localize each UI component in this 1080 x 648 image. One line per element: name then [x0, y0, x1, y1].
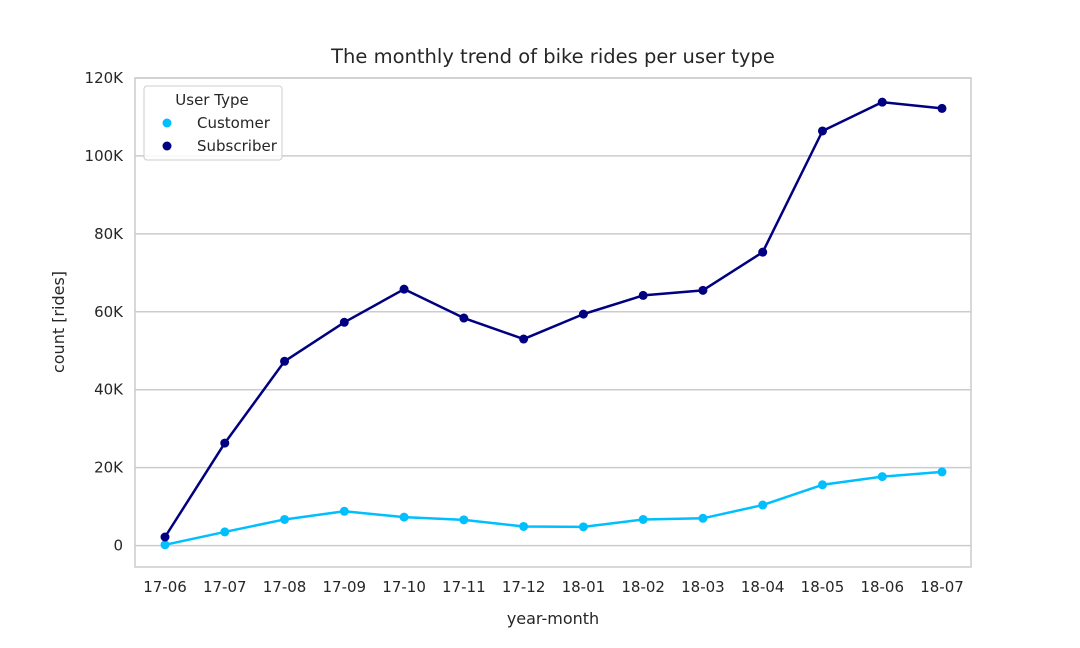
x-tick-label: 18-06: [860, 578, 904, 596]
legend-title: User Type: [175, 91, 248, 109]
data-point-customer: [339, 506, 349, 516]
x-tick-label: 18-05: [801, 578, 845, 596]
data-point-subscriber: [758, 247, 768, 257]
x-tick-label: 18-03: [681, 578, 725, 596]
x-tick-label: 17-07: [203, 578, 247, 596]
data-point-customer: [399, 512, 409, 522]
data-point-customer: [459, 515, 469, 525]
series-line-customer: [164, 470, 943, 547]
data-point-subscriber: [339, 317, 349, 327]
data-point-customer: [937, 467, 947, 477]
data-point-customer: [578, 522, 588, 532]
data-point-customer: [160, 540, 170, 550]
y-tick-label: 0: [113, 537, 123, 555]
tick-labels: 0 20K 40K 60K 80K 100K 120K 17-06 17-07 17-08 17-0…: [85, 69, 964, 596]
legend: User Type Customer Subscriber: [143, 85, 283, 161]
legend-marker-subscriber: [162, 141, 172, 151]
legend-label-customer: Customer: [197, 114, 271, 132]
y-tick-label: 80K: [94, 225, 124, 243]
data-point-subscriber: [817, 126, 827, 136]
plot-frame: [134, 77, 972, 568]
series-line-subscriber: [163, 100, 943, 538]
data-point-subscriber: [698, 285, 708, 295]
x-tick-label: 17-11: [442, 578, 486, 596]
legend-box: [143, 85, 283, 161]
x-tick-label: 18-07: [920, 578, 964, 596]
data-point-customer: [758, 500, 768, 510]
data-point-subscriber: [937, 103, 947, 113]
data-point-subscriber: [578, 309, 588, 319]
series-layer: [160, 97, 947, 550]
legend-marker-customer: [162, 118, 172, 128]
data-point-customer: [817, 480, 827, 490]
data-point-subscriber: [220, 438, 230, 448]
data-point-customer: [220, 527, 230, 537]
y-axis-title: count [rides]: [49, 271, 68, 373]
x-tick-label: 17-08: [263, 578, 307, 596]
chart-title: The monthly trend of bike rides per user…: [330, 45, 775, 68]
y-tick-label: 60K: [94, 303, 124, 321]
y-tick-label: 120K: [85, 69, 125, 87]
x-tick-label: 18-01: [562, 578, 606, 596]
legend-label-subscriber: Subscriber: [197, 137, 278, 155]
data-point-customer: [698, 513, 708, 523]
y-tick-label: 40K: [94, 381, 124, 399]
x-tick-label: 17-09: [323, 578, 367, 596]
data-point-subscriber: [459, 313, 469, 323]
data-point-subscriber: [877, 97, 887, 107]
data-point-subscriber: [519, 334, 529, 344]
y-tick-label: 20K: [94, 459, 124, 477]
y-tick-label: 100K: [85, 147, 125, 165]
data-point-subscriber: [399, 284, 409, 294]
data-point-customer: [519, 521, 529, 531]
x-tick-label: 18-02: [621, 578, 665, 596]
data-point-customer: [877, 472, 887, 482]
data-point-customer: [638, 514, 648, 524]
x-tick-label: 17-06: [143, 578, 187, 596]
x-tick-label: 17-12: [502, 578, 546, 596]
data-point-subscriber: [280, 356, 290, 366]
data-point-subscriber: [160, 532, 170, 542]
data-point-customer: [280, 514, 290, 524]
x-tick-label: 17-10: [382, 578, 426, 596]
x-tick-label: 18-04: [741, 578, 785, 596]
x-axis-title: year-month: [507, 609, 599, 628]
data-point-subscriber: [638, 290, 648, 300]
